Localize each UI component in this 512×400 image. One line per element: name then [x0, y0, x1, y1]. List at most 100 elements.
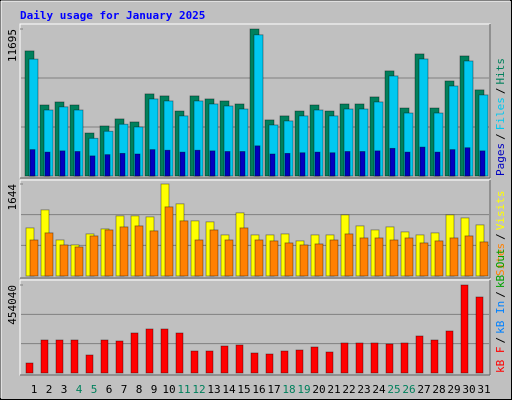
- legend: Sites / Visits: [494, 191, 507, 277]
- bar: [329, 152, 336, 177]
- x-tick-label: 10: [162, 383, 175, 396]
- x-tick-label: 14: [222, 383, 236, 396]
- bar: [29, 239, 39, 277]
- x-tick-label: 7: [121, 383, 128, 396]
- bar: [179, 220, 189, 277]
- bar: [475, 296, 484, 374]
- bar: [209, 229, 219, 277]
- bar: [134, 225, 144, 277]
- bar: [224, 239, 234, 277]
- bar: [385, 343, 394, 374]
- bar: [85, 354, 94, 374]
- bar: [89, 155, 96, 177]
- bar: [280, 350, 289, 374]
- bar: [310, 346, 319, 374]
- bar: [479, 150, 486, 177]
- bar: [160, 328, 169, 374]
- bar: [74, 246, 84, 277]
- x-tick-label: 28: [432, 383, 445, 396]
- bar: [119, 152, 126, 177]
- bar: [179, 151, 186, 177]
- bar: [430, 339, 439, 374]
- bar: [415, 335, 424, 374]
- bar: [100, 339, 109, 374]
- legend-separator: /: [494, 233, 507, 240]
- legend-entry: Pages: [494, 143, 507, 176]
- bar: [254, 239, 264, 277]
- x-tick-label: 29: [447, 383, 460, 396]
- bar: [295, 349, 304, 374]
- x-tick-label: 9: [151, 383, 158, 396]
- legend: kB F / kB In / kB Out: [494, 248, 507, 373]
- chart-title: Daily usage for January 2025: [20, 9, 205, 22]
- legend-separator: /: [494, 291, 507, 298]
- legend-separator: /: [494, 337, 507, 344]
- x-tick-label: 17: [267, 383, 280, 396]
- bar: [145, 328, 154, 374]
- x-tick-label: 8: [136, 383, 143, 396]
- bar: [419, 146, 426, 177]
- bar: [284, 242, 294, 277]
- bar: [269, 153, 276, 177]
- bar: [344, 151, 351, 177]
- x-tick-label: 30: [462, 383, 475, 396]
- bar: [464, 235, 474, 277]
- bar: [25, 362, 34, 374]
- bar: [59, 150, 66, 177]
- bar: [344, 233, 354, 277]
- bar: [269, 240, 279, 277]
- bar: [239, 227, 249, 277]
- bar: [434, 151, 441, 177]
- bar: [404, 237, 414, 277]
- x-tick-label: 15: [237, 383, 250, 396]
- y-tick-label: 454040: [6, 285, 19, 325]
- x-tick-label: 25: [387, 383, 400, 396]
- bar: [190, 350, 199, 374]
- bar: [149, 149, 156, 177]
- x-tick-label: 2: [46, 383, 53, 396]
- legend-entry: Sites: [494, 243, 507, 276]
- legend: Pages / Files / Hits: [494, 58, 507, 176]
- x-tick-label: 21: [327, 383, 340, 396]
- bar: [374, 237, 384, 277]
- bar: [329, 239, 339, 277]
- bar: [119, 226, 129, 277]
- x-tick-label: 5: [91, 383, 98, 396]
- legend-entry: kB In: [494, 301, 507, 334]
- x-tick-label: 20: [312, 383, 325, 396]
- bar: [104, 229, 114, 277]
- x-tick-label: 18: [282, 383, 295, 396]
- y-tick-label: 11695: [6, 29, 19, 62]
- bar: [164, 149, 171, 177]
- x-tick-label: 31: [477, 383, 490, 396]
- x-tick-label: 26: [402, 383, 415, 396]
- bar: [115, 340, 124, 374]
- x-tick-label: 24: [372, 383, 386, 396]
- bar: [104, 154, 111, 177]
- bar: [194, 149, 201, 177]
- bar: [220, 345, 229, 374]
- bar: [374, 150, 381, 177]
- legend-entry: Hits: [494, 58, 507, 85]
- x-tick-label: 13: [207, 383, 220, 396]
- bar: [445, 330, 454, 374]
- bar: [44, 151, 51, 177]
- bar: [389, 147, 396, 177]
- bar: [284, 152, 291, 177]
- bar: [325, 351, 334, 374]
- bar: [205, 350, 214, 374]
- x-tick-label: 11: [177, 383, 190, 396]
- bar: [359, 237, 369, 277]
- bar: [209, 150, 216, 177]
- bar: [254, 145, 261, 177]
- bar: [265, 353, 274, 374]
- bar: [55, 339, 64, 374]
- x-tick-label: 3: [61, 383, 68, 396]
- bar: [449, 149, 456, 177]
- bar: [134, 153, 141, 177]
- x-tick-label: 6: [106, 383, 113, 396]
- bar: [449, 237, 459, 277]
- x-tick-label: 19: [297, 383, 310, 396]
- bar: [434, 240, 444, 277]
- bar: [29, 149, 36, 177]
